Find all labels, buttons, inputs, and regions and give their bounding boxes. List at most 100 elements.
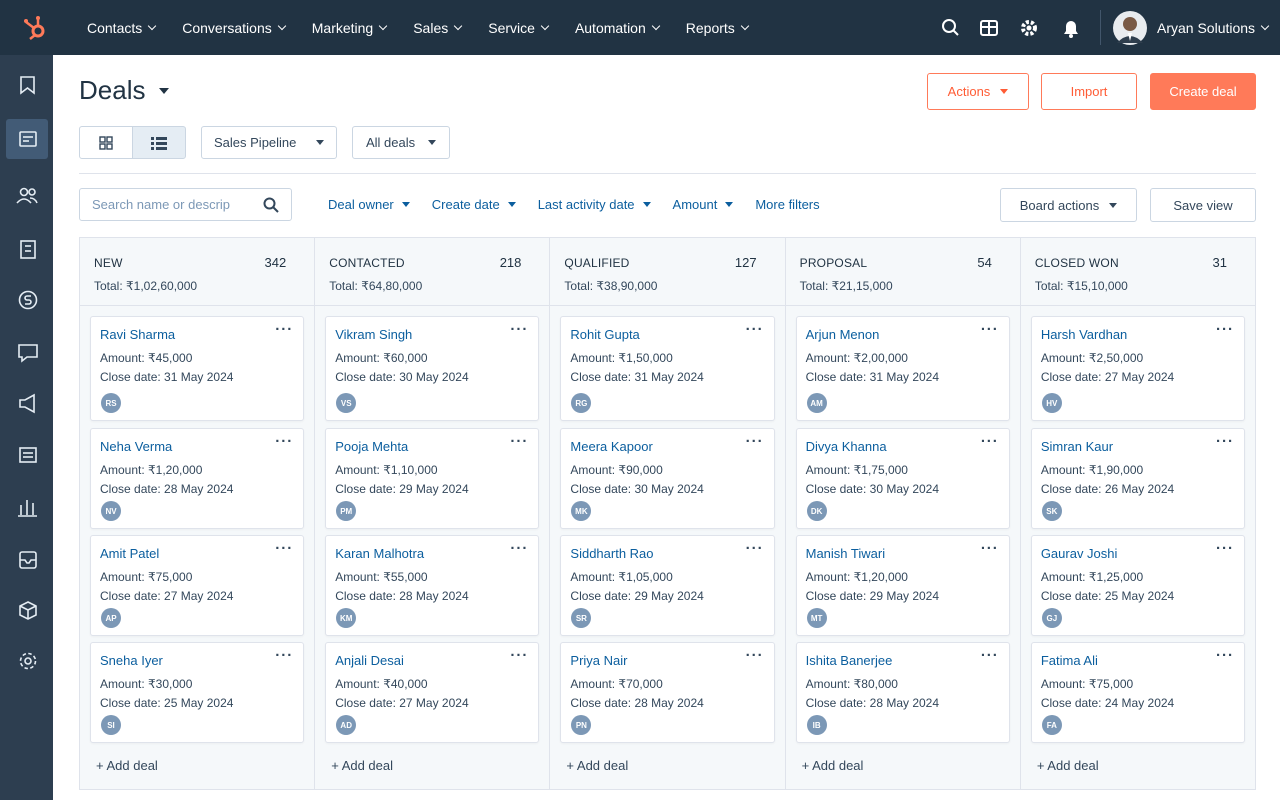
- deal-amount: Amount: ₹1,20,000: [805, 570, 908, 584]
- card-menu[interactable]: ···: [980, 647, 999, 664]
- deal-amount: Amount: ₹1,50,000: [570, 351, 673, 365]
- column-count: 127: [734, 255, 757, 270]
- nav-item[interactable]: Contacts: [87, 19, 157, 36]
- pipeline-select[interactable]: Sales Pipeline: [201, 126, 337, 159]
- card-menu[interactable]: ···: [745, 433, 764, 450]
- deal-name: Sneha Iyer: [100, 653, 163, 668]
- filter-dropdown[interactable]: Amount: [673, 197, 734, 212]
- nav-item[interactable]: Service: [488, 20, 550, 36]
- card-menu[interactable]: ···: [980, 433, 999, 450]
- deal-card[interactable]: Fatima Ali ··· Amount: ₹75,000 Close date: …: [1030, 642, 1246, 743]
- deal-amount: Amount: ₹1,05,000: [570, 570, 673, 584]
- nav-label: Contacts: [87, 19, 143, 36]
- board-actions-button[interactable]: Board actions: [1000, 188, 1137, 222]
- add-deal[interactable]: + Add deal: [331, 758, 394, 773]
- nav-item[interactable]: Conversations: [182, 20, 286, 36]
- deal-card[interactable]: Priya Nair ··· Amount: ₹70,000 Close date: …: [560, 642, 775, 743]
- deal-card[interactable]: Neha Verma ··· Amount: ₹1,20,000 Close date…: [90, 428, 305, 529]
- deal-close-date: Close date: 31 May 2024: [805, 370, 940, 384]
- add-deal[interactable]: + Add deal: [1036, 758, 1099, 773]
- deal-card[interactable]: Simran Kaur ··· Amount: ₹1,90,000 Close dat…: [1030, 428, 1246, 529]
- list-view-toggle[interactable]: [132, 126, 186, 159]
- owner-avatar: MK: [571, 501, 592, 521]
- deal-close-date: Close date: 29 May 2024: [570, 589, 704, 603]
- deal-card[interactable]: Ishita Banerjee ··· Amount: ₹80,000 Close d…: [795, 642, 1010, 743]
- deal-card[interactable]: Meera Kapoor ··· Amount: ₹90,000 Close date…: [560, 428, 775, 529]
- card-menu[interactable]: ···: [510, 540, 529, 557]
- deal-card[interactable]: Arjun Menon ··· Amount: ₹2,00,000 Close dat…: [795, 316, 1010, 421]
- deal-card[interactable]: Karan Malhotra ··· Amount: ₹55,000 Close da…: [325, 535, 540, 636]
- divider: [79, 173, 1256, 174]
- deal-card[interactable]: Ravi Sharma ··· Amount: ₹45,000 Close date:…: [90, 316, 305, 421]
- deal-close-date: Close date: 27 May 2024: [335, 696, 469, 710]
- owner-avatar: AM: [806, 393, 827, 413]
- deal-name: Anjali Desai: [335, 653, 404, 668]
- card-menu[interactable]: ···: [275, 540, 294, 557]
- add-deal[interactable]: + Add deal: [566, 758, 629, 773]
- card-menu[interactable]: ···: [275, 321, 294, 338]
- deal-card[interactable]: Sneha Iyer ··· Amount: ₹30,000 Close date: …: [90, 642, 305, 743]
- filter-dropdown[interactable]: Deal owner: [328, 197, 410, 212]
- deal-card[interactable]: Rohit Gupta ··· Amount: ₹1,50,000 Close dat…: [560, 316, 775, 421]
- deal-amount: Amount: ₹75,000: [100, 570, 193, 584]
- card-menu[interactable]: ···: [745, 321, 764, 338]
- card-menu[interactable]: ···: [1216, 540, 1235, 557]
- deal-card[interactable]: Manish Tiwari ··· Amount: ₹1,20,000 Close d…: [795, 535, 1010, 636]
- nav-item[interactable]: Sales: [413, 20, 463, 36]
- deal-close-date: Close date: 24 May 2024: [1040, 696, 1175, 710]
- card-menu[interactable]: ···: [510, 433, 529, 450]
- deal-name: Vikram Singh: [335, 327, 413, 342]
- card-menu[interactable]: ···: [1216, 647, 1235, 664]
- add-deal[interactable]: + Add deal: [96, 758, 158, 773]
- deal-card[interactable]: Gaurav Joshi ··· Amount: ₹1,25,000 Close da…: [1030, 535, 1246, 636]
- nav-item[interactable]: Marketing: [312, 20, 388, 36]
- filter-label: Last activity date: [537, 197, 635, 212]
- more-filters[interactable]: More filters: [755, 197, 820, 212]
- logo[interactable]: [21, 14, 49, 42]
- import-button[interactable]: Import: [1041, 73, 1137, 110]
- column-total: Total: ₹64,80,000: [329, 279, 423, 293]
- deal-card[interactable]: Harsh Vardhan ··· Amount: ₹2,50,000 Close d…: [1030, 316, 1246, 421]
- card-menu[interactable]: ···: [1216, 321, 1235, 338]
- deal-filter-select[interactable]: All deals: [352, 126, 450, 159]
- deal-card[interactable]: Amit Patel ··· Amount: ₹75,000 Close date: …: [90, 535, 305, 636]
- card-menu[interactable]: ···: [510, 647, 529, 664]
- board-column: PROPOSAL 54 Total: ₹21,15,000 Arjun Menon ··…: [785, 238, 1021, 789]
- add-deal[interactable]: + Add deal: [801, 758, 864, 773]
- account-menu[interactable]: Aryan Solutions: [1157, 0, 1270, 55]
- filter-dropdown[interactable]: Last activity date: [538, 197, 651, 212]
- owner-avatar: RG: [571, 393, 592, 413]
- sidebar-icons[interactable]: [0, 55, 53, 695]
- card-menu[interactable]: ···: [980, 540, 999, 557]
- owner-avatar: SK: [1041, 501, 1062, 521]
- deal-card[interactable]: Anjali Desai ··· Amount: ₹40,000 Close date…: [325, 642, 540, 743]
- deal-card[interactable]: Divya Khanna ··· Amount: ₹1,75,000 Close da…: [795, 428, 1010, 529]
- deal-card[interactable]: Vikram Singh ··· Amount: ₹60,000 Close date…: [325, 316, 540, 421]
- actions-button[interactable]: Actions: [927, 73, 1029, 110]
- save-view-button[interactable]: Save view: [1150, 188, 1256, 222]
- owner-avatar: FA: [1041, 715, 1062, 735]
- account-avatar[interactable]: [1113, 11, 1147, 45]
- card-menu[interactable]: ···: [745, 540, 764, 557]
- card-menu[interactable]: ···: [1216, 433, 1235, 450]
- create-button[interactable]: Create deal: [1150, 73, 1256, 110]
- owner-avatar: VS: [336, 393, 357, 413]
- board-view-toggle[interactable]: [79, 126, 133, 159]
- top-nav: Contacts Conversations Marketing Sales Servi…: [0, 0, 1280, 55]
- title-text: Deals: [79, 75, 146, 105]
- card-menu[interactable]: ···: [980, 321, 999, 338]
- card-menu[interactable]: ···: [275, 647, 294, 664]
- page-title[interactable]: Deals: [79, 75, 170, 106]
- nav-icons[interactable]: [940, 17, 1090, 39]
- divider: [1100, 10, 1101, 45]
- card-menu[interactable]: ···: [510, 321, 529, 338]
- nav-item[interactable]: Reports: [686, 20, 750, 36]
- deal-card[interactable]: Siddharth Rao ··· Amount: ₹1,05,000 Close d…: [560, 535, 775, 636]
- nav-item[interactable]: Automation: [575, 20, 661, 36]
- deal-close-date: Close date: 28 May 2024: [805, 696, 940, 710]
- filter-dropdown[interactable]: Create date: [432, 197, 516, 212]
- card-menu[interactable]: ···: [745, 647, 764, 664]
- card-menu[interactable]: ···: [275, 433, 294, 450]
- search-input[interactable]: Search name or descrip: [79, 188, 292, 221]
- deal-card[interactable]: Pooja Mehta ··· Amount: ₹1,10,000 Close dat…: [325, 428, 540, 529]
